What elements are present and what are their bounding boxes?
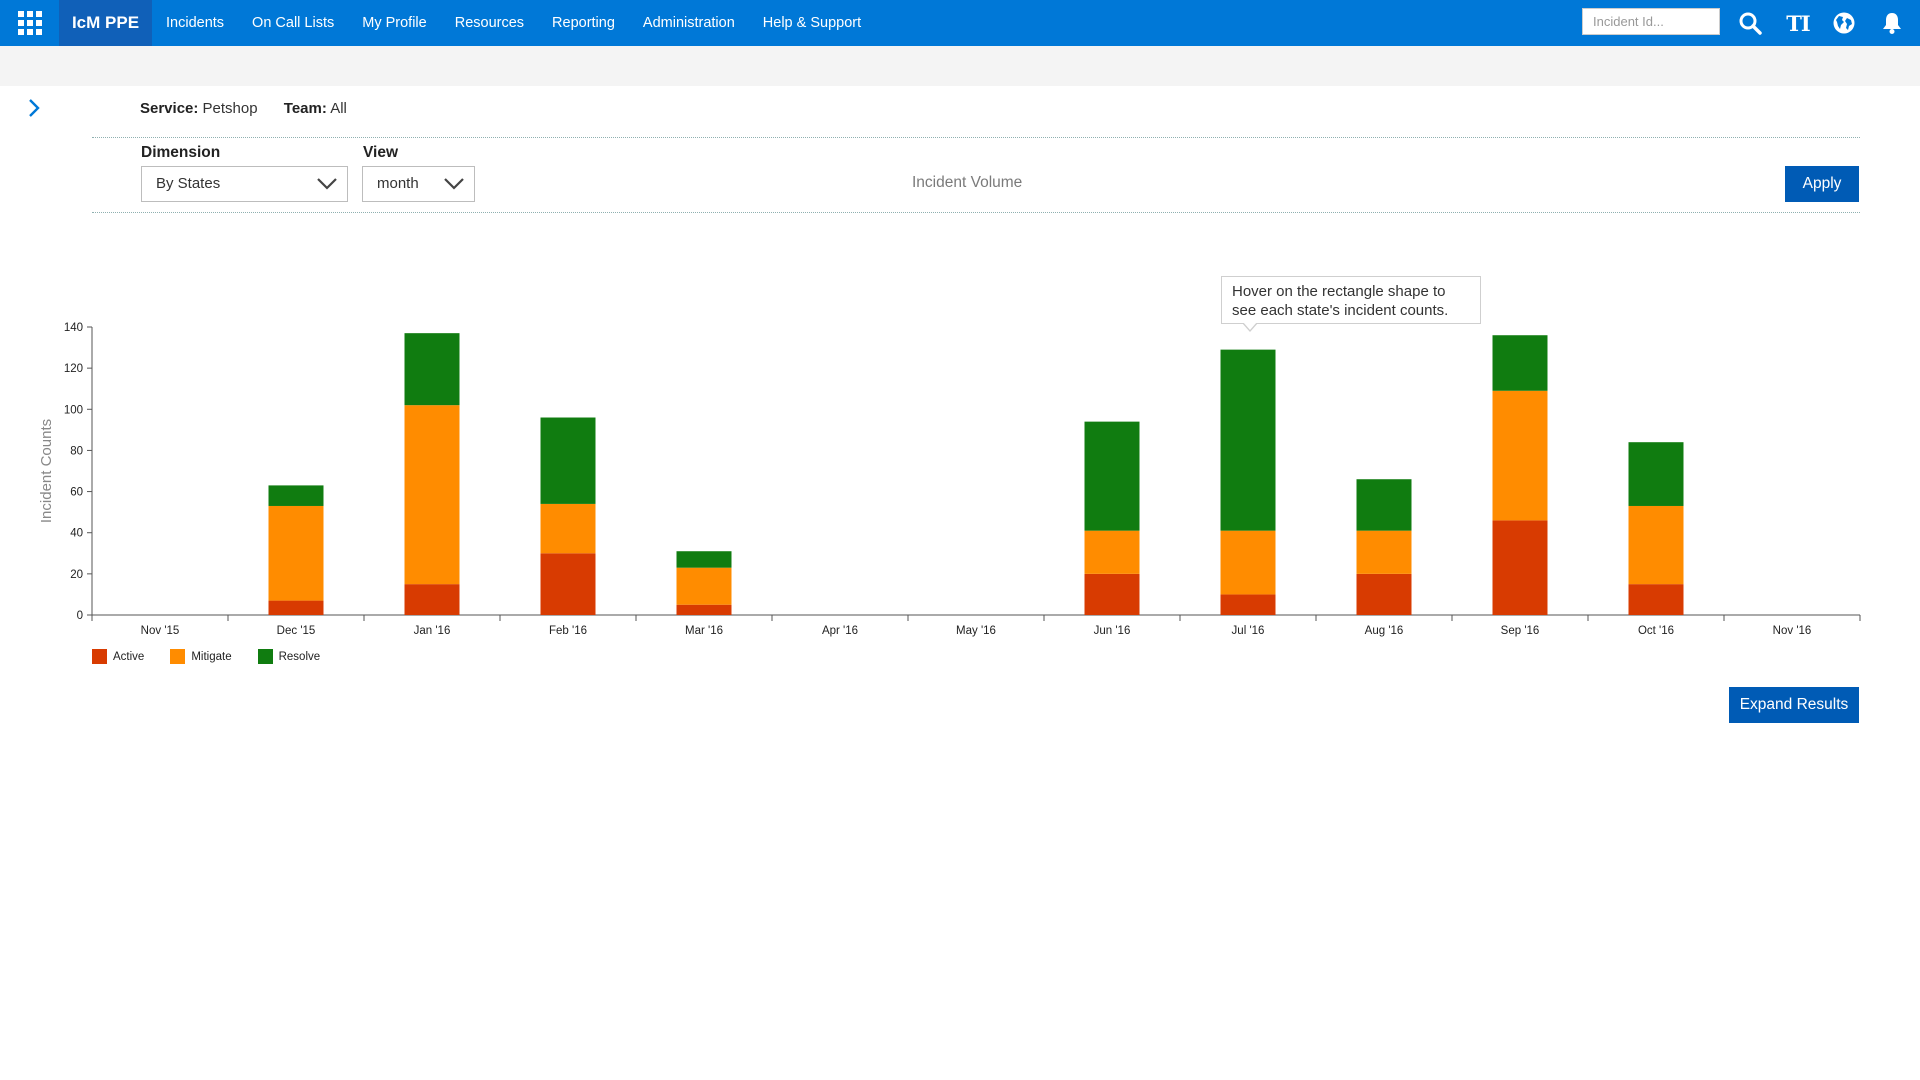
bar-segment-active[interactable] bbox=[1084, 573, 1140, 615]
y-tick-label: 60 bbox=[70, 487, 83, 499]
y-tick-label: 120 bbox=[64, 363, 83, 375]
chevron-right-icon[interactable] bbox=[22, 96, 46, 120]
x-tick-label: Mar '16 bbox=[685, 625, 723, 637]
bar-segment-resolve[interactable] bbox=[676, 551, 732, 568]
bar-segment-resolve[interactable] bbox=[1628, 442, 1684, 506]
font-size-icon[interactable]: TI bbox=[1786, 10, 1810, 36]
y-tick-label: 20 bbox=[70, 569, 83, 581]
bar-segment-resolve[interactable] bbox=[404, 333, 460, 406]
incident-id-search-input[interactable] bbox=[1582, 8, 1720, 35]
bar-segment-resolve[interactable] bbox=[1492, 335, 1548, 391]
bar-segment-mitigate[interactable] bbox=[1356, 530, 1412, 574]
view-value: month bbox=[377, 175, 419, 192]
bar-segment-resolve[interactable] bbox=[540, 417, 596, 504]
nav-reporting[interactable]: Reporting bbox=[552, 15, 615, 31]
bar-segment-mitigate[interactable] bbox=[676, 567, 732, 605]
chevron-down-icon bbox=[444, 178, 464, 190]
bar-segment-mitigate[interactable] bbox=[540, 503, 596, 554]
nav-my-profile[interactable]: My Profile bbox=[362, 15, 427, 31]
y-tick-label: 40 bbox=[70, 528, 83, 540]
x-tick-label: Jun '16 bbox=[1094, 625, 1131, 637]
bar-segment-active[interactable] bbox=[676, 604, 732, 615]
legend-item-resolve[interactable]: Resolve bbox=[257, 649, 321, 664]
chevron-down-icon bbox=[317, 178, 337, 190]
bar-segment-resolve[interactable] bbox=[1084, 421, 1140, 531]
app-launcher-icon[interactable] bbox=[18, 11, 42, 35]
divider bbox=[92, 212, 1860, 213]
team-value: All bbox=[330, 100, 347, 117]
bar-segment-resolve[interactable] bbox=[268, 485, 324, 506]
x-tick-label: May '16 bbox=[956, 625, 996, 637]
service-context: Service: Petshop Team: All bbox=[140, 100, 347, 117]
nav-resources[interactable]: Resources bbox=[454, 15, 525, 31]
bar-segment-active[interactable] bbox=[1492, 520, 1548, 615]
bar-segment-active[interactable] bbox=[1628, 584, 1684, 615]
legend-item-active[interactable]: Active bbox=[92, 649, 144, 664]
bar-segment-mitigate[interactable] bbox=[404, 405, 460, 585]
bar-segment-resolve[interactable] bbox=[1356, 479, 1412, 531]
tooltip-arrow-inner bbox=[1243, 322, 1257, 330]
chart-legend: Active Mitigate Resolve bbox=[92, 649, 346, 664]
legend-swatch bbox=[170, 649, 186, 664]
service-label: Service: bbox=[140, 100, 199, 117]
x-tick-label: Nov '15 bbox=[141, 625, 180, 637]
brand-title[interactable]: IcM PPE bbox=[59, 0, 152, 46]
dimension-select[interactable]: By States bbox=[141, 166, 348, 202]
globe-icon[interactable] bbox=[1830, 9, 1858, 37]
chart-title: Incident Volume bbox=[912, 174, 1023, 191]
x-tick-label: Jul '16 bbox=[1232, 625, 1265, 637]
x-tick-label: Dec '15 bbox=[277, 625, 316, 637]
expand-results-button[interactable]: Expand Results bbox=[1729, 687, 1859, 723]
legend-swatch bbox=[92, 649, 107, 664]
x-tick-label: Sep '16 bbox=[1501, 625, 1540, 637]
sub-header-bar bbox=[0, 46, 1920, 86]
bar-segment-mitigate[interactable] bbox=[1492, 390, 1548, 521]
legend-label: Active bbox=[113, 650, 145, 663]
bar-segment-active[interactable] bbox=[540, 553, 596, 615]
legend-label: Resolve bbox=[278, 650, 321, 663]
bar-segment-active[interactable] bbox=[1356, 573, 1412, 615]
y-tick-label: 140 bbox=[64, 322, 83, 334]
y-tick-label: 100 bbox=[64, 404, 83, 416]
nav-on-call-lists[interactable]: On Call Lists bbox=[252, 15, 335, 31]
incident-volume-chart: 0 20 40 60 80 100 120 140 Incident Counts Nov '15… bbox=[38, 322, 1861, 637]
x-tick-label: Jan '16 bbox=[414, 625, 451, 637]
bar-segment-active[interactable] bbox=[268, 600, 324, 615]
x-tick-label: Feb '16 bbox=[549, 625, 587, 637]
view-select[interactable]: month bbox=[362, 166, 475, 202]
bar-segment-active[interactable] bbox=[404, 584, 460, 615]
nav-administration[interactable]: Administration bbox=[642, 15, 735, 31]
dimension-value: By States bbox=[156, 175, 221, 192]
y-tick-label: 80 bbox=[70, 445, 83, 457]
bar-segment-mitigate[interactable] bbox=[1220, 530, 1276, 595]
y-axis-title: Incident Counts bbox=[38, 419, 55, 523]
view-label: View bbox=[363, 144, 399, 161]
dimension-label: Dimension bbox=[141, 144, 221, 161]
main-nav: Incidents On Call Lists My Profile Resou… bbox=[152, 0, 875, 46]
apply-button[interactable]: Apply bbox=[1785, 166, 1859, 202]
x-tick-label: Aug '16 bbox=[1365, 625, 1404, 637]
x-tick-label: Oct '16 bbox=[1638, 625, 1674, 637]
divider bbox=[92, 137, 1860, 138]
legend-swatch bbox=[257, 649, 273, 664]
search-icon[interactable] bbox=[1736, 9, 1764, 37]
nav-incidents[interactable]: Incidents bbox=[166, 15, 225, 31]
legend-label: Mitigate bbox=[191, 650, 232, 663]
bar-segment-mitigate[interactable] bbox=[268, 505, 324, 601]
notification-bell-icon[interactable] bbox=[1878, 9, 1906, 37]
bar-segment-resolve[interactable] bbox=[1220, 349, 1276, 531]
nav-help-support[interactable]: Help & Support bbox=[762, 15, 862, 31]
legend-item-mitigate[interactable]: Mitigate bbox=[170, 649, 232, 664]
bar-segment-mitigate[interactable] bbox=[1628, 505, 1684, 585]
y-tick-label: 0 bbox=[77, 610, 83, 622]
chart-tooltip: Hover on the rectangle shape to see each… bbox=[1221, 276, 1481, 324]
bar-segment-active[interactable] bbox=[1220, 594, 1276, 615]
bar-segment-mitigate[interactable] bbox=[1084, 530, 1140, 574]
top-nav-bar: IcM PPE Incidents On Call Lists My Profi… bbox=[0, 0, 1920, 46]
team-label: Team: bbox=[283, 100, 327, 117]
x-tick-label: Nov '16 bbox=[1773, 625, 1812, 637]
service-value: Petshop bbox=[202, 100, 258, 117]
x-tick-label: Apr '16 bbox=[822, 625, 858, 637]
